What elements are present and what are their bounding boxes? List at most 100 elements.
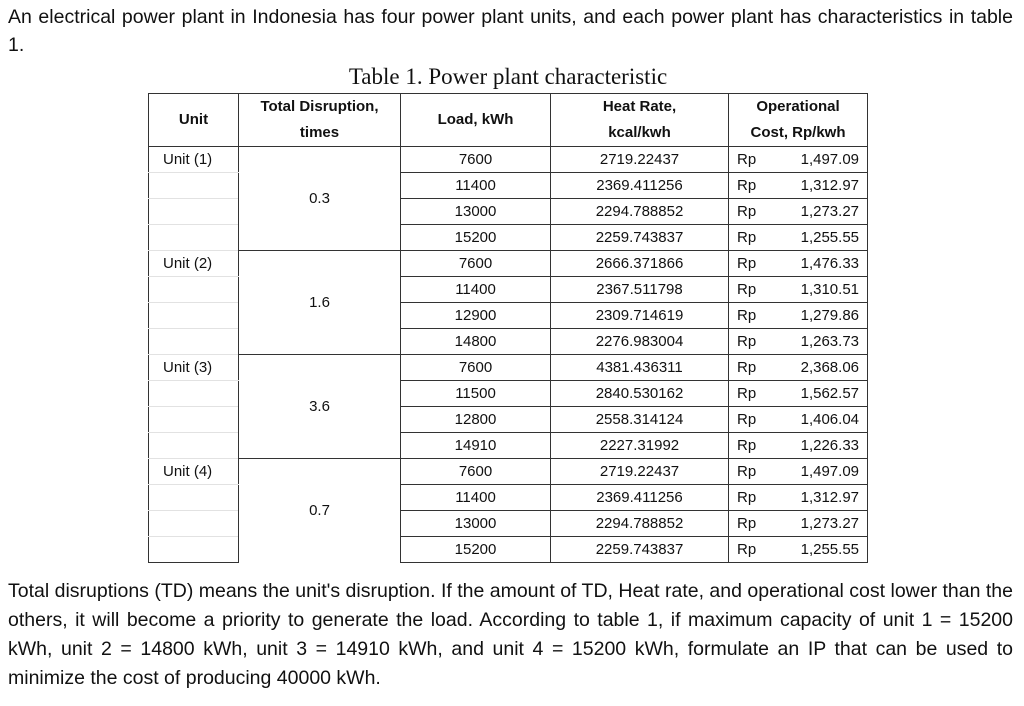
heat-rate-cell: 2719.22437 — [550, 146, 729, 173]
unit-cell: Unit (3) — [148, 354, 239, 381]
total-disruption-cell: 1.6 — [238, 250, 401, 355]
header-load: Load, kWh — [400, 93, 551, 147]
header-unit: Unit — [148, 93, 239, 147]
load-cell: 11400 — [400, 276, 551, 303]
table-row: 11400 2369.411256 Rp 1,312.97 — [148, 484, 868, 511]
table-row: Unit (4) 0.7 7600 2719.22437 Rp 1,497.09 — [148, 458, 868, 563]
table-row: 14910 2227.31992 Rp 1,226.33 — [148, 432, 868, 459]
currency-cell: Rp — [728, 510, 771, 537]
currency-cell: Rp — [728, 250, 771, 277]
unit-cell — [148, 198, 239, 225]
unit-cell — [148, 536, 239, 563]
table-row: 15200 2259.743837 Rp 1,255.55 — [148, 536, 868, 563]
operational-cost-cell: 1,312.97 — [770, 484, 868, 511]
header-hr-line1: Heat Rate, — [602, 98, 677, 115]
table-row: Unit (1) 0.3 7600 2719.22437 Rp 1,497.09 — [148, 146, 868, 251]
header-heat-rate: Heat Rate, kcal/kwh — [550, 93, 729, 147]
heat-rate-cell: 2276.983004 — [550, 328, 729, 355]
load-cell: 14910 — [400, 432, 551, 459]
table-row: Unit (3) 3.6 7600 4381.436311 Rp 2,368.06 — [148, 354, 868, 459]
problem-intro: An electrical power plant in Indonesia h… — [8, 6, 1013, 56]
currency-cell: Rp — [728, 328, 771, 355]
heat-rate-cell: 2719.22437 — [550, 458, 729, 485]
heat-rate-cell: 2367.511798 — [550, 276, 729, 303]
currency-cell: Rp — [728, 172, 771, 199]
operational-cost-cell: 1,312.97 — [770, 172, 868, 199]
load-cell: 12800 — [400, 406, 551, 433]
table-row: 15200 2259.743837 Rp 1,255.55 — [148, 224, 868, 251]
table-row: 13000 2294.788852 Rp 1,273.27 — [148, 198, 868, 225]
table-header: Unit Total Disruption, times Load, kWh He… — [148, 93, 868, 147]
unit-cell: Unit (4) — [148, 458, 239, 485]
total-disruption-cell: 0.7 — [238, 458, 401, 563]
unit-cell — [148, 510, 239, 537]
unit-cell — [148, 172, 239, 199]
unit-cell: Unit (2) — [148, 250, 239, 277]
load-cell: 11400 — [400, 172, 551, 199]
load-cell: 7600 — [400, 458, 551, 485]
operational-cost-cell: 1,562.57 — [770, 380, 868, 407]
currency-cell: Rp — [728, 536, 771, 563]
unit-cell — [148, 406, 239, 433]
total-disruption-cell: 3.6 — [238, 354, 401, 459]
operational-cost-cell: 1,273.27 — [770, 510, 868, 537]
header-operational-cost: Operational Cost, Rp/kwh — [728, 93, 868, 147]
header-oc-line2: Cost, Rp/kwh — [750, 124, 846, 141]
table-row: 12900 2309.714619 Rp 1,279.86 — [148, 302, 868, 329]
currency-cell: Rp — [728, 484, 771, 511]
header-total-disruption: Total Disruption, times — [238, 93, 401, 147]
table-row: 12800 2558.314124 Rp 1,406.04 — [148, 406, 868, 433]
operational-cost-cell: 2,368.06 — [770, 354, 868, 381]
heat-rate-cell: 2369.411256 — [550, 172, 729, 199]
load-cell: 11400 — [400, 484, 551, 511]
table-row: 11500 2840.530162 Rp 1,562.57 — [148, 380, 868, 407]
load-cell: 14800 — [400, 328, 551, 355]
load-cell: 7600 — [400, 354, 551, 381]
operational-cost-cell: 1,476.33 — [770, 250, 868, 277]
unit-cell: Unit (1) — [148, 146, 239, 173]
currency-cell: Rp — [728, 146, 771, 173]
operational-cost-cell: 1,310.51 — [770, 276, 868, 303]
currency-cell: Rp — [728, 380, 771, 407]
power-plant-table: Unit Total Disruption, times Load, kWh He… — [148, 93, 868, 563]
load-cell: 13000 — [400, 510, 551, 537]
heat-rate-cell: 2294.788852 — [550, 198, 729, 225]
unit-cell — [148, 276, 239, 303]
heat-rate-cell: 2840.530162 — [550, 380, 729, 407]
load-cell: 15200 — [400, 536, 551, 563]
operational-cost-cell: 1,263.73 — [770, 328, 868, 355]
heat-rate-cell: 2558.314124 — [550, 406, 729, 433]
load-cell: 13000 — [400, 198, 551, 225]
operational-cost-cell: 1,226.33 — [770, 432, 868, 459]
operational-cost-cell: 1,406.04 — [770, 406, 868, 433]
operational-cost-cell: 1,497.09 — [770, 458, 868, 485]
unit-cell — [148, 224, 239, 251]
operational-cost-cell: 1,497.09 — [770, 146, 868, 173]
unit-cell — [148, 432, 239, 459]
table-caption: Table 1. Power plant characteristic — [348, 64, 668, 89]
unit-cell — [148, 328, 239, 355]
load-cell: 11500 — [400, 380, 551, 407]
load-cell: 7600 — [400, 250, 551, 277]
table-row: Unit (2) 1.6 7600 2666.371866 Rp 1,476.33 — [148, 250, 868, 355]
heat-rate-cell: 2259.743837 — [550, 536, 729, 563]
operational-cost-cell: 1,279.86 — [770, 302, 868, 329]
heat-rate-cell: 2259.743837 — [550, 224, 729, 251]
total-disruption-cell: 0.3 — [238, 146, 401, 251]
heat-rate-cell: 4381.436311 — [550, 354, 729, 381]
unit-cell — [148, 484, 239, 511]
table-row: 14800 2276.983004 Rp 1,263.73 — [148, 328, 868, 355]
unit-cell — [148, 302, 239, 329]
header-oc-line1: Operational — [756, 98, 840, 115]
unit-cell — [148, 380, 239, 407]
heat-rate-cell: 2294.788852 — [550, 510, 729, 537]
currency-cell: Rp — [728, 432, 771, 459]
currency-cell: Rp — [728, 302, 771, 329]
table-row: 11400 2367.511798 Rp 1,310.51 — [148, 276, 868, 303]
currency-cell: Rp — [728, 354, 771, 381]
problem-statement: Total disruptions (TD) means the unit's … — [8, 580, 1013, 689]
currency-cell: Rp — [728, 198, 771, 225]
currency-cell: Rp — [728, 458, 771, 485]
load-cell: 7600 — [400, 146, 551, 173]
table-row: 11400 2369.411256 Rp 1,312.97 — [148, 172, 868, 199]
